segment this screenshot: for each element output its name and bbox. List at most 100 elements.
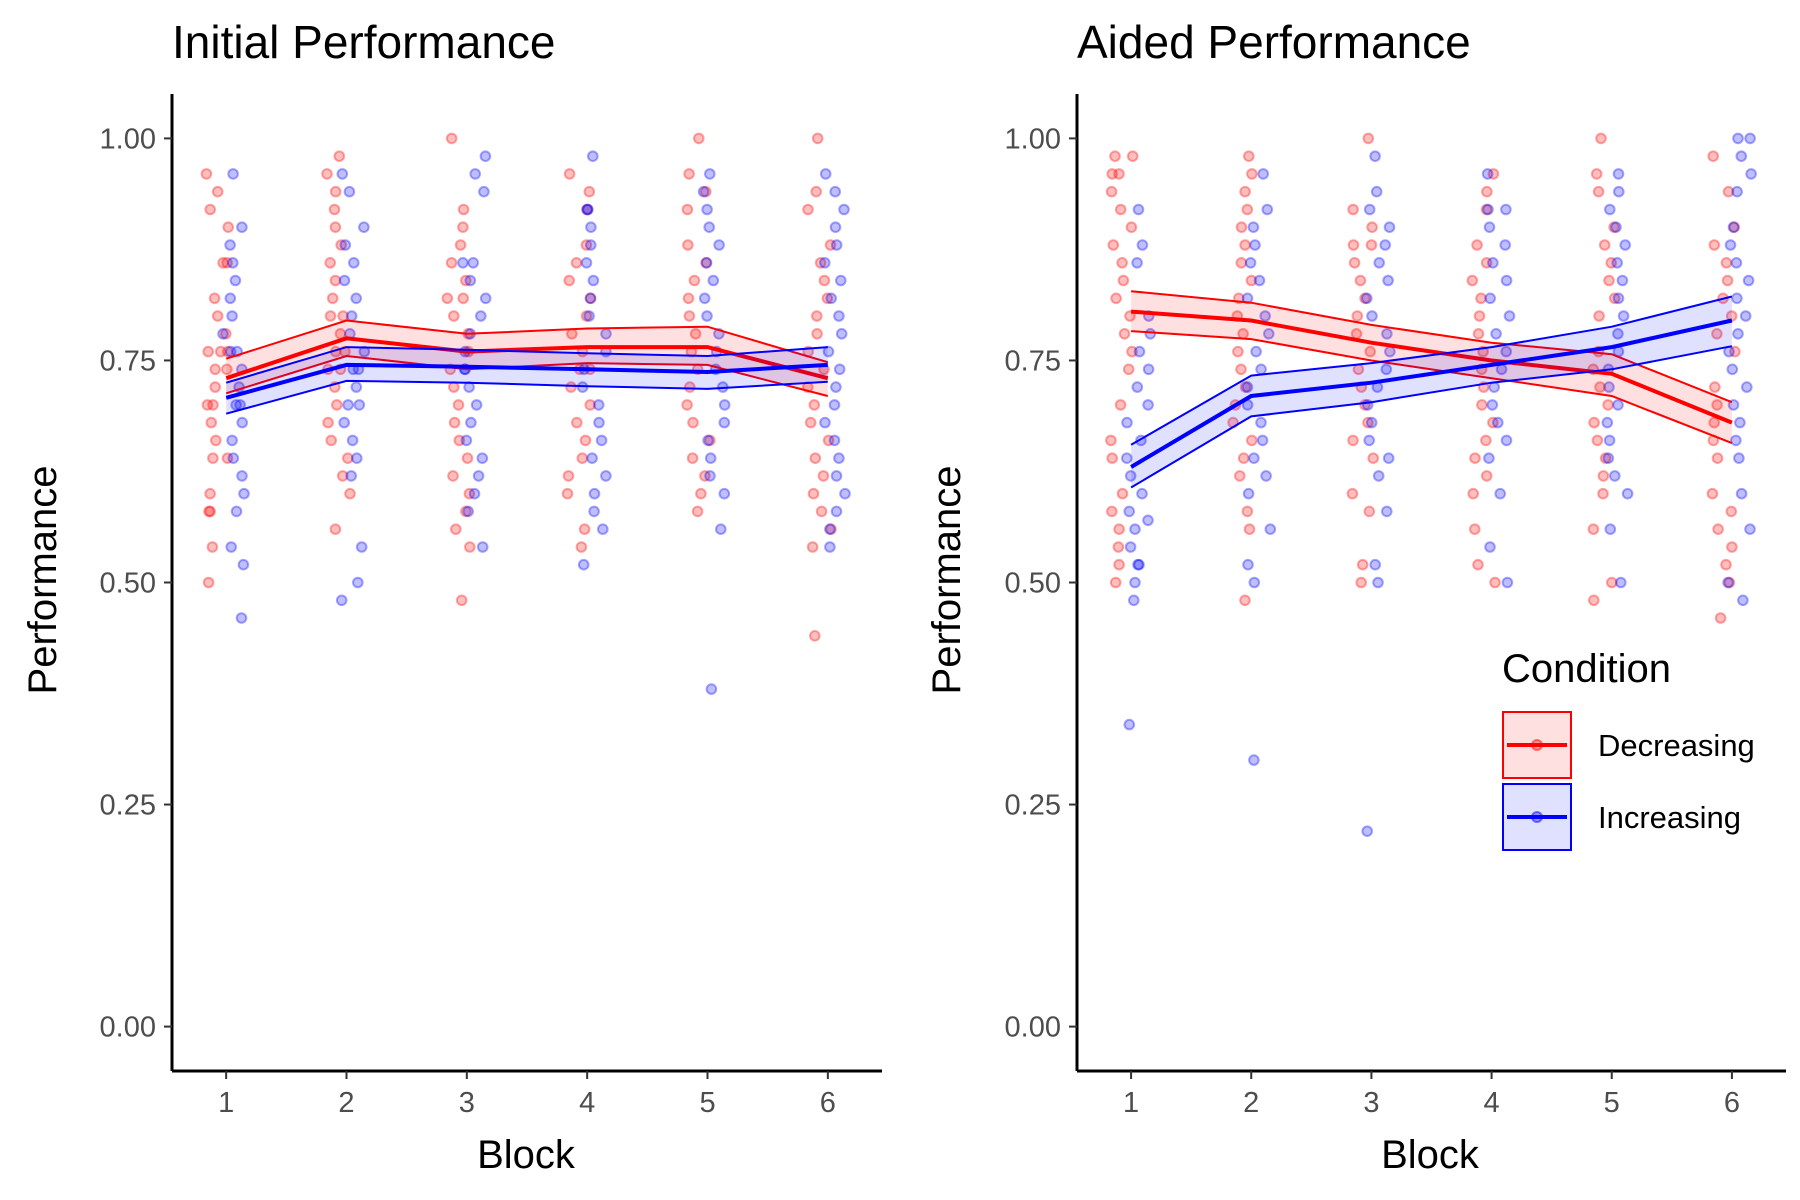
data-point-increasing (703, 221, 716, 233)
data-point-increasing (1260, 470, 1272, 482)
data-point-increasing (1121, 452, 1133, 465)
data-point-decreasing (1475, 292, 1487, 305)
data-point-decreasing (699, 470, 711, 482)
data-point-increasing (1256, 434, 1269, 447)
data-point-increasing (1603, 434, 1616, 447)
data-point-decreasing (204, 203, 216, 216)
data-point-increasing (1612, 168, 1625, 180)
legend-item-increasing: Increasing (1502, 783, 1741, 851)
data-point-decreasing (1467, 487, 1479, 500)
data-point-increasing (704, 168, 716, 180)
x-tick-label: 6 (820, 1087, 836, 1119)
data-point-decreasing (335, 239, 348, 251)
data-point-increasing (592, 399, 605, 411)
data-point-decreasing (581, 203, 593, 216)
data-point-increasing (715, 523, 727, 536)
data-point-increasing (345, 310, 358, 322)
data-point-decreasing (1246, 168, 1258, 180)
data-point-increasing (1731, 292, 1743, 305)
data-point-increasing (1247, 221, 1260, 233)
y-axis-title: Performance (21, 466, 65, 695)
data-point-increasing (1501, 576, 1514, 589)
data-point-increasing (1731, 185, 1743, 198)
data-point-increasing (467, 257, 480, 269)
data-point-decreasing (1106, 505, 1118, 518)
data-point-decreasing (1726, 541, 1738, 553)
data-point-increasing (1255, 363, 1267, 376)
panel-aided-performance: Aided Performance 0.00 0.25 0.50 0.75 1.00 1 2… (925, 16, 1786, 1177)
data-point-decreasing (1363, 505, 1376, 518)
data-point-decreasing (570, 257, 583, 269)
data-point-increasing (1735, 487, 1748, 500)
data-point-increasing (702, 434, 714, 447)
data-point-decreasing (1367, 452, 1379, 465)
data-point-decreasing (1707, 150, 1719, 162)
data-point-increasing (1124, 470, 1137, 482)
data-point-increasing (1132, 203, 1145, 216)
upper-bound-line-increasing (1130, 295, 1733, 446)
data-point-decreasing (324, 310, 337, 322)
data-point-decreasing (683, 168, 695, 180)
legend-point-increasing (1531, 811, 1543, 823)
data-point-decreasing (575, 541, 588, 553)
data-point-decreasing (682, 239, 694, 251)
data-point-increasing (584, 292, 597, 305)
data-point-decreasing (1597, 470, 1610, 482)
x-tick-label: 1 (218, 1087, 234, 1119)
mean-line-increasing (225, 362, 828, 400)
data-point-decreasing (1235, 363, 1247, 376)
data-point-increasing (230, 399, 242, 411)
data-point-decreasing (1109, 150, 1121, 162)
data-point-increasing (1482, 203, 1494, 216)
data-point-increasing (479, 150, 492, 162)
y-tick-label: 0.50 (100, 568, 156, 600)
data-point-increasing (1490, 328, 1502, 340)
data-point-decreasing (817, 470, 830, 482)
data-point-decreasing (1729, 345, 1741, 358)
data-point-decreasing (1239, 381, 1252, 393)
data-point-increasing (472, 470, 485, 482)
data-point-increasing (236, 470, 248, 482)
lower-bound-line-decreasing (1131, 330, 1733, 445)
data-point-increasing (1503, 310, 1516, 322)
data-point-increasing (830, 470, 843, 482)
data-point-increasing (595, 434, 608, 447)
data-point-increasing (226, 310, 238, 322)
data-point-increasing (1619, 239, 1631, 251)
data-point-increasing (588, 505, 600, 518)
data-point-increasing (1366, 310, 1378, 322)
data-point-increasing (1242, 558, 1254, 571)
data-point-decreasing (452, 399, 465, 411)
data-point-increasing (1744, 523, 1756, 536)
mean-line-decreasing (225, 336, 829, 381)
upper-bound-line-increasing (225, 346, 828, 384)
data-point-decreasing (1591, 434, 1604, 447)
data-point-increasing (580, 257, 593, 269)
data-point-increasing (475, 310, 487, 322)
data-point-decreasing (1359, 292, 1371, 305)
x-tick-label: 1 (1123, 1087, 1139, 1119)
data-point-decreasing (562, 470, 575, 482)
data-point-increasing (1365, 416, 1378, 429)
x-tick-label: 6 (1724, 1087, 1740, 1119)
data-point-decreasing (211, 310, 224, 322)
data-point-increasing (1500, 203, 1512, 216)
data-point-decreasing (220, 328, 232, 340)
data-point-decreasing (809, 630, 821, 642)
plot-area: 0.00 0.25 0.50 0.75 1.00 1 2 3 4 5 6 (100, 94, 882, 1119)
data-point-increasing (830, 505, 843, 518)
data-point-increasing (822, 345, 835, 358)
y-tick-label: 0.00 (1005, 1012, 1061, 1044)
data-point-decreasing (1356, 558, 1369, 571)
data-point-decreasing (1598, 239, 1611, 251)
panel-initial-performance: Initial Performance 0.00 0.25 0.50 0.75 1.00… (21, 16, 882, 1177)
data-point-increasing (839, 487, 851, 500)
data-point-decreasing (1234, 470, 1246, 482)
data-point-increasing (1615, 576, 1627, 589)
data-point-decreasing (810, 185, 823, 198)
data-point-decreasing (1126, 150, 1139, 162)
data-point-increasing (1129, 576, 1141, 589)
data-point-decreasing (563, 274, 576, 287)
y-tick-label: 0.75 (100, 345, 156, 377)
data-point-decreasing (681, 203, 694, 216)
